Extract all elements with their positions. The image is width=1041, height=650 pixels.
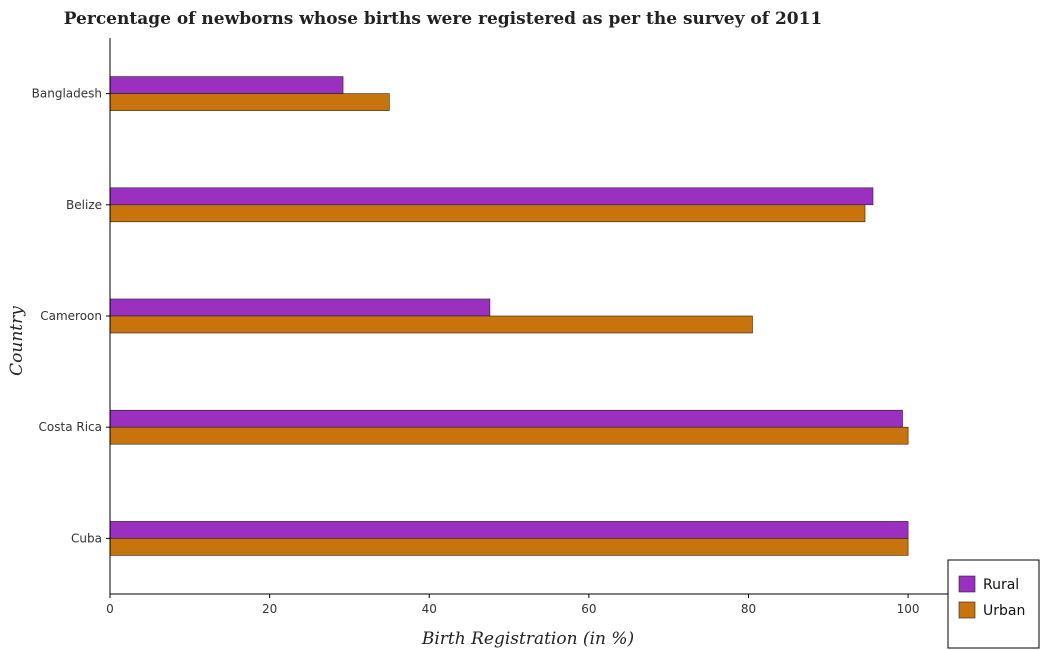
x-tick-label: 20 <box>262 602 277 616</box>
bar-urban-cameroon <box>109 315 753 334</box>
bar-rural-bangladesh <box>109 76 344 94</box>
bar-rural-belize <box>109 187 874 206</box>
legend-swatch-rural <box>958 575 976 593</box>
bar-rural-cuba <box>109 521 909 539</box>
y-tick-label: Belize <box>66 198 102 212</box>
x-tick-label: 40 <box>422 602 437 616</box>
legend-label-rural: Rural <box>983 577 1019 593</box>
x-tick-label: 0 <box>106 602 114 616</box>
x-tick-label: 100 <box>897 602 920 616</box>
y-tick-label: Bangladesh <box>32 87 102 101</box>
bar-rural-cameroon <box>109 298 491 317</box>
y-tick-label: Cuba <box>71 531 102 545</box>
chart-title: Percentage of newborns whose births were… <box>64 9 823 29</box>
plot-area <box>109 38 948 595</box>
x-axis-title: Birth Registration (in %) <box>421 629 634 649</box>
bar-urban-belize <box>109 204 866 223</box>
y-tick-label: Costa Rica <box>39 420 102 434</box>
x-axis-ticks: 0 20 40 60 80 100 <box>106 594 920 616</box>
bar-urban-costa-rica <box>109 426 909 445</box>
x-tick-label: 60 <box>581 602 596 616</box>
y-tick-label: Cameroon <box>40 309 102 323</box>
bar-urban-cuba <box>109 538 909 556</box>
legend: Rural Urban <box>947 559 1040 649</box>
legend-label-urban: Urban <box>983 603 1025 619</box>
x-tick-label: 80 <box>741 602 756 616</box>
bar-rural-costa-rica <box>109 409 903 428</box>
legend-swatch-urban <box>958 601 976 619</box>
y-axis-title: Country <box>7 306 27 376</box>
bar-urban-bangladesh <box>109 93 390 111</box>
y-axis-ticks: Bangladesh Belize Cameroon Costa Rica Cuba <box>32 87 110 545</box>
